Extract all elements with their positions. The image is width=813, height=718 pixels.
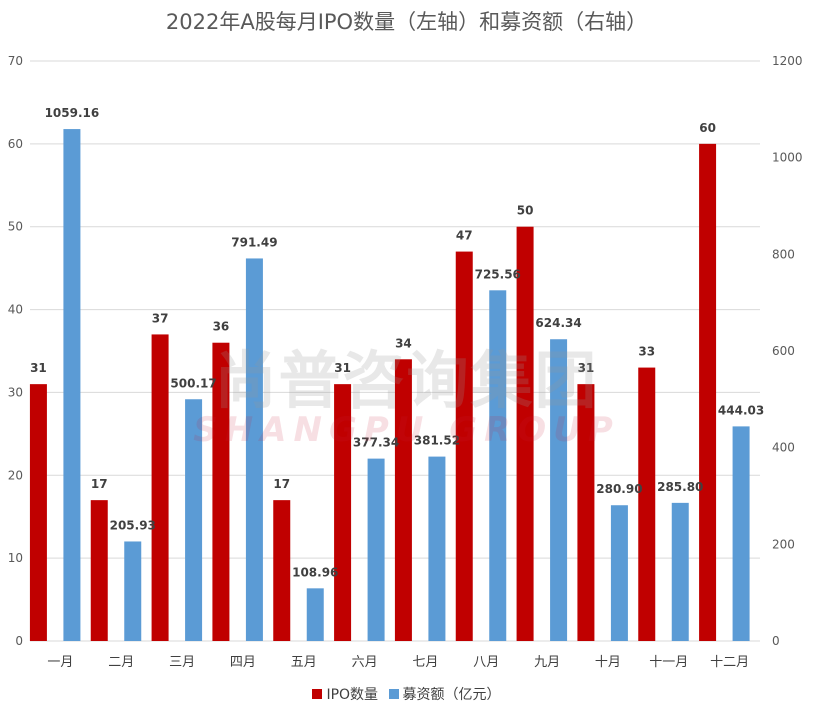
bar-ipo: [516, 226, 534, 641]
data-label-ipo: 17: [91, 477, 108, 491]
bar-ipo: [577, 384, 595, 641]
bar-ipo: [151, 334, 169, 641]
right-tick-label: 400: [772, 441, 795, 455]
legend-item-ipo: IPO数量: [312, 684, 378, 704]
category-label: 十月: [595, 655, 621, 670]
bar-funds: [245, 258, 263, 641]
data-label-ipo: 17: [273, 477, 290, 491]
data-label-ipo: 34: [395, 336, 412, 350]
right-tick-label: 0: [772, 634, 780, 648]
left-tick-label: 50: [8, 220, 23, 234]
category-label: 七月: [412, 655, 438, 670]
data-labels: 31 1059.16 17 205.93 37 500.17 36 791.49 17 108.9…: [30, 106, 764, 579]
chart-title: 2022年A股每月IPO数量（左轴）和募资额（右轴）: [165, 10, 648, 34]
left-tick-label: 20: [8, 468, 23, 482]
right-axis-ticks: 0 200 400 600 800 1000 1200: [772, 54, 803, 648]
data-label-ipo: 31: [334, 361, 351, 375]
legend-label-ipo: IPO数量: [326, 687, 379, 703]
bar-funds: [63, 129, 81, 641]
bar-ipo: [273, 500, 291, 641]
data-label-funds: 285.80: [657, 480, 703, 494]
category-label: 三月: [169, 655, 195, 670]
data-label-funds: 280.90: [596, 482, 642, 496]
data-label-ipo: 47: [456, 229, 473, 243]
data-label-funds: 500.17: [170, 376, 216, 390]
data-label-funds: 381.52: [414, 434, 460, 448]
data-label-ipo: 60: [699, 121, 716, 135]
data-label-ipo: 31: [30, 361, 47, 375]
category-label: 四月: [230, 655, 256, 670]
data-label-ipo: 50: [517, 204, 534, 218]
category-label: 八月: [473, 655, 499, 670]
bar-funds: [306, 588, 324, 641]
data-label-funds: 377.34: [353, 436, 399, 450]
data-label-funds: 444.03: [718, 403, 764, 417]
left-tick-label: 10: [8, 551, 23, 565]
left-axis-ticks: 0 10 20 30 40 50 60 70: [8, 54, 23, 648]
legend: IPO数量 募资额（亿元）: [0, 684, 813, 704]
data-label-ipo: 37: [152, 311, 169, 325]
category-labels: 一月 二月 三月 四月 五月 六月 七月 八月 九月 十月 十一月 十二月: [47, 655, 749, 670]
right-tick-label: 1000: [772, 151, 803, 165]
legend-swatch-funds: [388, 689, 399, 699]
legend-label-funds: 募资额（亿元）: [402, 687, 501, 703]
left-tick-label: 0: [15, 634, 23, 648]
bar-ipo: [212, 342, 230, 641]
bar-ipo: [699, 143, 717, 641]
category-label: 六月: [352, 655, 378, 670]
right-tick-label: 800: [772, 247, 795, 261]
category-label: 五月: [291, 655, 317, 670]
bar-ipo: [29, 384, 47, 641]
right-tick-label: 200: [772, 537, 795, 551]
legend-swatch-ipo: [312, 689, 323, 699]
bar-funds: [732, 426, 750, 641]
data-label-funds: 725.56: [475, 267, 521, 281]
category-label: 二月: [108, 655, 134, 670]
category-label: 九月: [534, 655, 560, 670]
bar-funds: [367, 458, 385, 641]
left-tick-label: 60: [8, 137, 23, 151]
category-label: 一月: [47, 655, 73, 670]
left-tick-label: 40: [8, 303, 23, 317]
data-label-ipo: 36: [213, 320, 230, 334]
bar-ipo: [334, 384, 352, 641]
data-label-ipo: 31: [578, 361, 595, 375]
right-tick-label: 600: [772, 344, 795, 358]
category-label: 十二月: [710, 655, 749, 670]
data-label-funds: 205.93: [110, 518, 156, 532]
bars: [29, 129, 750, 642]
data-label-funds: 108.96: [292, 565, 338, 579]
bar-funds: [671, 502, 689, 641]
data-label-funds: 791.49: [231, 235, 277, 249]
bar-ipo: [455, 251, 473, 642]
bar-funds: [550, 339, 568, 641]
left-tick-label: 70: [8, 54, 23, 68]
bar-funds: [124, 541, 142, 641]
data-label-ipo: 33: [638, 345, 655, 359]
category-label: 十一月: [649, 655, 688, 670]
bar-funds: [428, 456, 446, 641]
bar-ipo: [394, 359, 412, 641]
bar-funds: [489, 290, 507, 641]
bar-ipo: [638, 367, 656, 641]
data-label-funds: 624.34: [535, 316, 581, 330]
bar-ipo: [90, 500, 108, 641]
bar-funds: [185, 399, 203, 641]
left-tick-label: 30: [8, 385, 23, 399]
legend-item-funds: 募资额（亿元）: [388, 684, 501, 704]
right-tick-label: 1200: [772, 54, 803, 68]
data-label-funds: 1059.16: [45, 106, 100, 120]
bar-funds: [610, 505, 628, 641]
